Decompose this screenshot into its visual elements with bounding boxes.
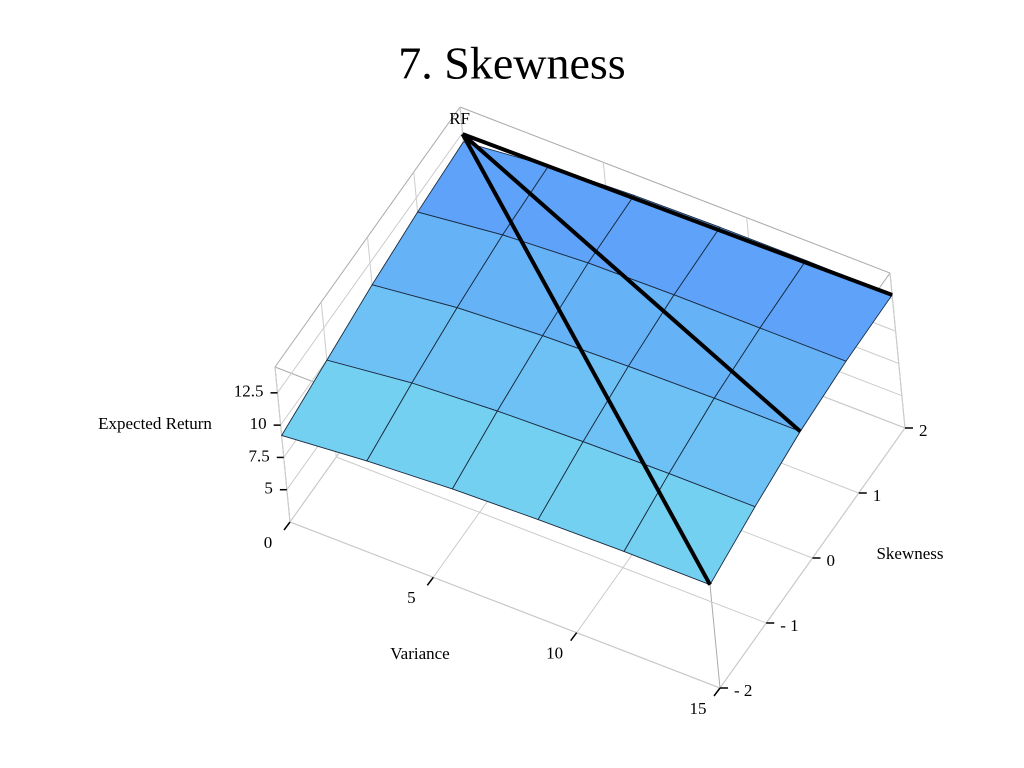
x-tick — [570, 632, 578, 642]
y-tick-label: 2 — [919, 421, 928, 440]
y-axis-label: Skewness — [876, 544, 943, 563]
z-tick-label: 12.5 — [234, 382, 264, 401]
chart-title: 7. Skewness — [398, 38, 625, 89]
x-tick — [713, 687, 721, 697]
market-line — [460, 133, 712, 586]
z-tick-label: 7.5 — [249, 446, 270, 465]
market-line — [461, 132, 802, 433]
grid-line — [289, 521, 721, 689]
grid-line — [336, 456, 767, 624]
grid-line — [889, 272, 906, 429]
y-tick-label: 1 — [873, 486, 882, 505]
grid-line — [277, 132, 463, 394]
box-edge — [459, 106, 891, 274]
z-tick-label: 10 — [250, 414, 267, 433]
x-axis-label: Variance — [390, 644, 449, 663]
y-tick-label: - 2 — [734, 681, 752, 700]
rf-label: RF — [449, 109, 470, 128]
x-tick — [283, 521, 291, 531]
z-axis-label: Expected Return — [98, 414, 212, 433]
x-tick-label: 5 — [407, 588, 416, 607]
x-tick — [426, 576, 434, 586]
market-line — [461, 132, 893, 297]
y-tick-label: - 1 — [780, 616, 798, 635]
x-tick-label: 15 — [690, 699, 707, 718]
z-tick-label: 5 — [264, 479, 273, 498]
grid-line — [274, 366, 291, 523]
x-tick-label: 10 — [546, 644, 563, 663]
x-tick-label: 0 — [264, 533, 273, 552]
surface-patch — [623, 472, 756, 586]
y-tick-label: 0 — [827, 551, 836, 570]
